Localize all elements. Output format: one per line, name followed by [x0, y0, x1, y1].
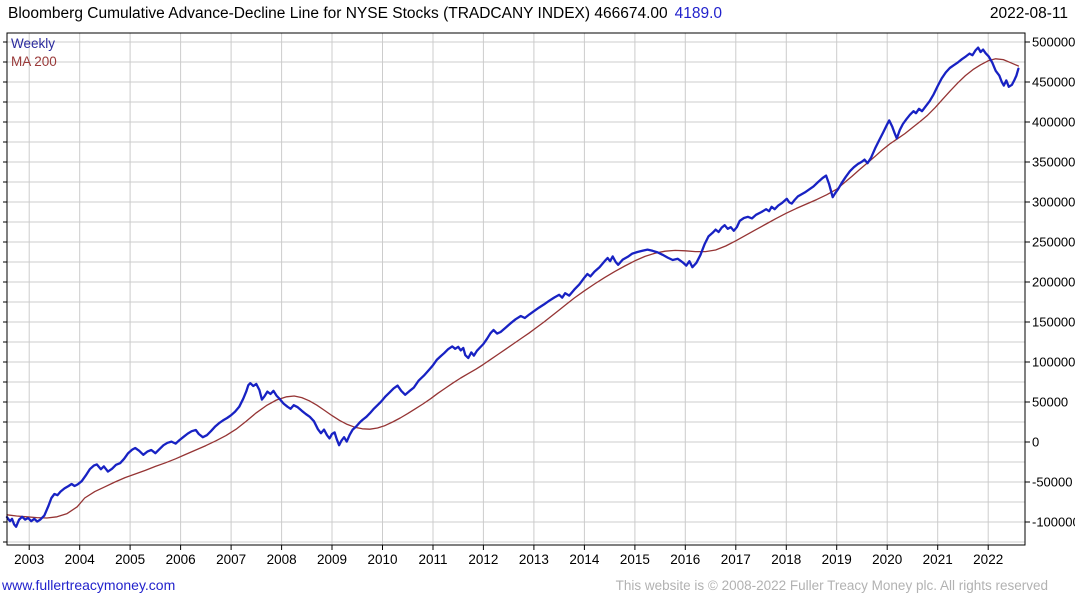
page-title: Bloomberg Cumulative Advance-Decline Lin… [8, 5, 668, 22]
y-axis-tick-label: 250000 [1032, 235, 1075, 250]
x-axis-tick-label: 2020 [872, 552, 902, 567]
y-axis-tick-label: 350000 [1032, 155, 1075, 170]
x-axis-tick-label: 2010 [367, 552, 397, 567]
y-axis-tick-label: 100000 [1032, 355, 1075, 370]
y-axis-tick-label: -50000 [1032, 475, 1072, 490]
y-axis-tick-label: -100000 [1032, 515, 1075, 530]
y-axis-tick-label: 450000 [1032, 75, 1075, 90]
x-axis-tick-label: 2013 [519, 552, 549, 567]
copyright-text: This website is © 2008-2022 Fuller Treac… [615, 578, 1048, 593]
x-axis-tick-label: 2022 [973, 552, 1003, 567]
title-bar: Bloomberg Cumulative Advance-Decline Lin… [8, 5, 1068, 23]
y-axis-tick-label: 150000 [1032, 315, 1075, 330]
site-link[interactable]: www.fullertreacymoney.com [2, 577, 176, 593]
series-line-weekly [5, 46, 1020, 528]
y-axis-tick-label: 300000 [1032, 195, 1075, 210]
x-axis-tick-label: 2012 [468, 552, 498, 567]
x-axis-tick-label: 2014 [569, 552, 600, 567]
y-axis-tick-label: 200000 [1032, 275, 1075, 290]
x-axis-tick-label: 2017 [721, 552, 751, 567]
x-axis-tick-label: 2016 [670, 552, 700, 567]
title-latest-value: 4189.0 [674, 5, 723, 22]
x-axis-tick-label: 2019 [822, 552, 852, 567]
x-axis-tick-label: 2018 [771, 552, 801, 567]
x-axis-tick-label: 2004 [65, 552, 96, 567]
x-axis-tick-label: 2021 [923, 552, 953, 567]
y-axis-tick-label: 0 [1032, 435, 1039, 450]
legend-ma-label: MA 200 [11, 53, 57, 69]
x-axis-tick-label: 2015 [620, 552, 650, 567]
as-of-date: 2022-08-11 [989, 5, 1068, 22]
x-axis-tick-label: 2003 [14, 552, 44, 567]
x-axis-tick-label: 2011 [418, 552, 447, 567]
plot-border [6, 32, 1026, 546]
x-axis-tick-label: 2008 [267, 552, 297, 567]
x-axis-tick-label: 2005 [115, 552, 145, 567]
chart-legend: Weekly MA 200 [11, 35, 57, 70]
x-axis-tick-label: 2006 [166, 552, 196, 567]
y-axis-tick-label: 500000 [1032, 35, 1075, 50]
x-axis-tick-label: 2007 [216, 552, 246, 567]
y-axis-tick-label: 400000 [1032, 115, 1075, 130]
y-axis-tick-label: 50000 [1032, 395, 1068, 410]
legend-weekly-label: Weekly [11, 36, 56, 51]
series-line-ma-200 [6, 58, 1020, 519]
x-axis-tick-label: 2009 [317, 552, 347, 567]
